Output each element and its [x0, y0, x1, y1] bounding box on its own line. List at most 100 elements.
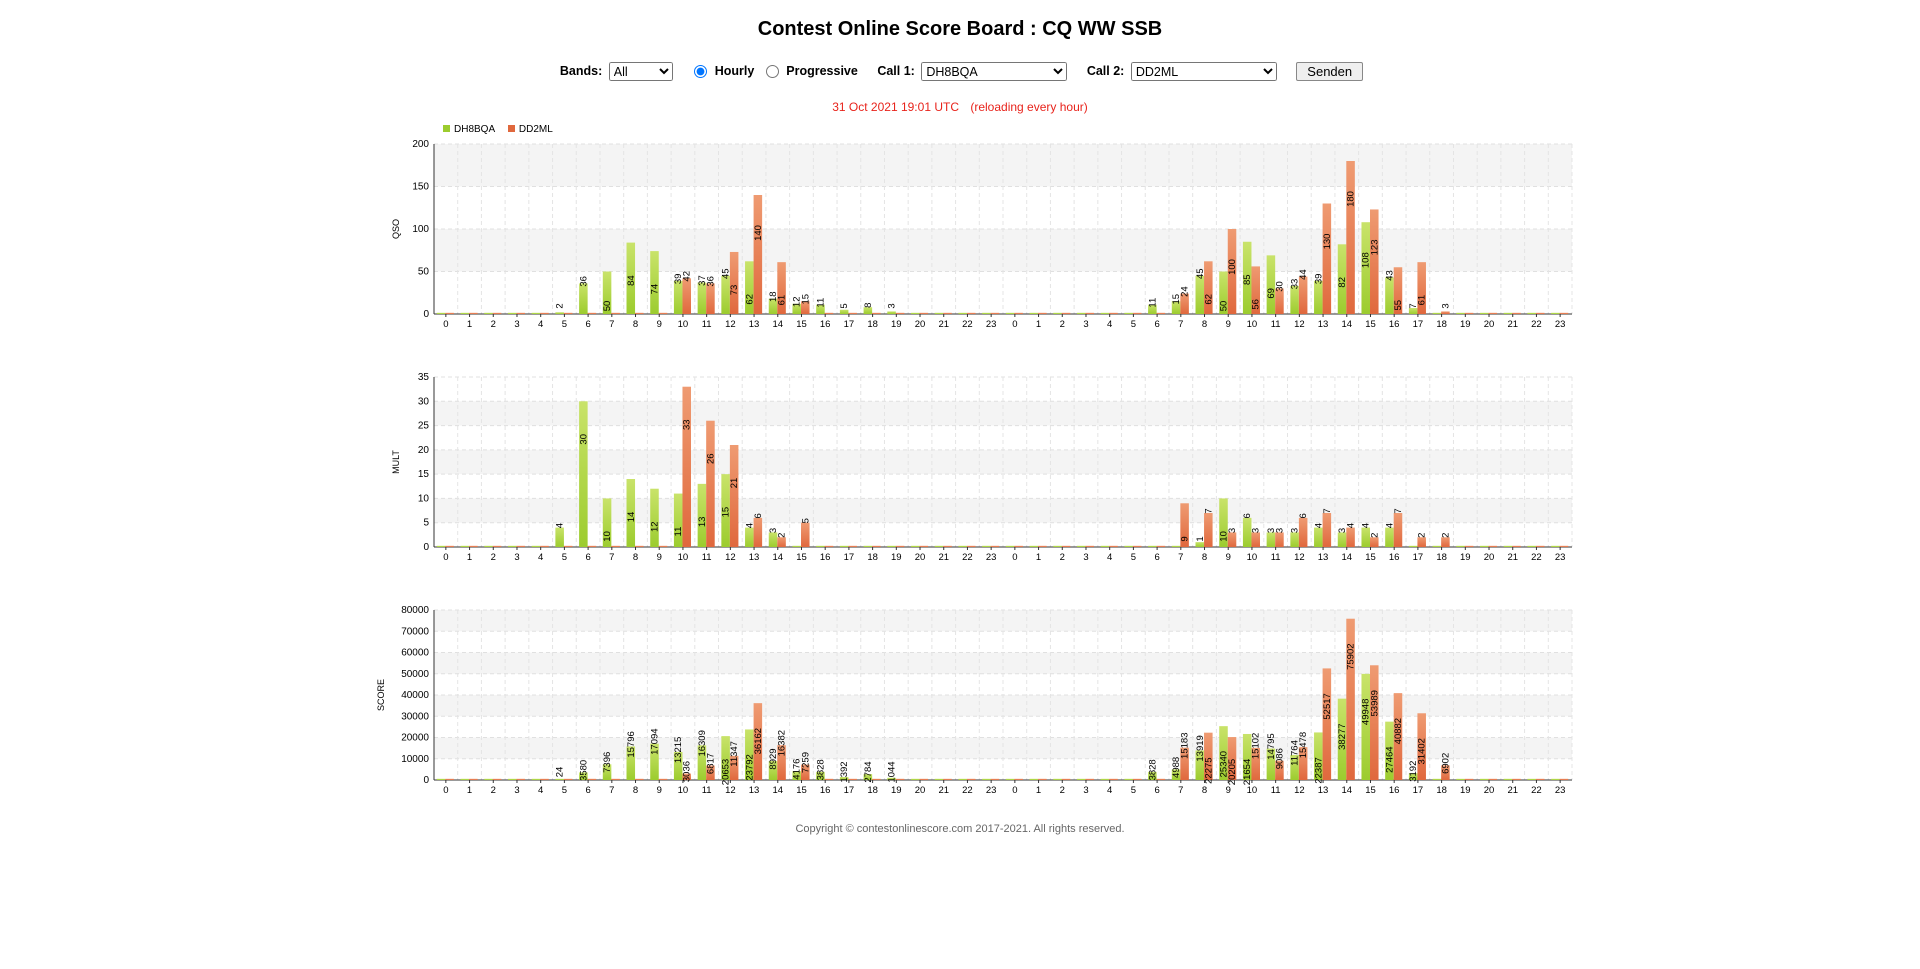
x-tick-label: 17 — [1413, 319, 1424, 330]
x-tick-label: 6 — [585, 319, 590, 330]
data-label: 15 — [721, 507, 732, 518]
bar-call1 — [934, 312, 944, 314]
x-tick-label: 13 — [1318, 785, 1329, 796]
data-label: 7 — [1203, 508, 1214, 513]
bar-call2 — [1370, 209, 1379, 314]
x-tick-label: 10 — [1247, 785, 1258, 796]
data-label: 7259 — [800, 752, 811, 773]
bar-call2 — [1061, 778, 1071, 780]
bar-call2 — [1393, 693, 1403, 780]
data-label: 18 — [768, 291, 779, 302]
chart-legend: DH8BQA DD2ML — [443, 124, 563, 135]
bar-call1 — [555, 527, 564, 547]
submit-button[interactable]: Senden — [1296, 62, 1364, 81]
bar-call2 — [1488, 545, 1498, 547]
data-label: 4 — [744, 523, 755, 528]
x-tick-label: 19 — [1460, 785, 1471, 796]
data-label: 1044 — [887, 761, 898, 782]
bar-call1 — [1456, 545, 1465, 547]
bar-call2 — [895, 545, 905, 547]
data-label: 16382 — [777, 730, 788, 756]
hourly-radio[interactable] — [694, 65, 708, 78]
bar-call2 — [753, 195, 763, 314]
bar-call1 — [626, 746, 636, 780]
bar-call2 — [990, 312, 1000, 314]
data-label: 42 — [682, 271, 693, 282]
x-tick-label: 11 — [702, 319, 712, 330]
bar-call1 — [460, 778, 470, 780]
bar-call2 — [682, 386, 691, 547]
bands-select[interactable]: All — [608, 62, 673, 81]
bar-call2 — [801, 522, 810, 547]
data-label: 4176 — [792, 759, 803, 780]
bar-call2 — [1464, 312, 1474, 314]
x-tick-label: 16 — [1389, 552, 1400, 563]
data-label: 56 — [1251, 299, 1262, 310]
bar-call2 — [1204, 513, 1213, 547]
x-tick-label: 18 — [1436, 785, 1447, 796]
x-tick-label: 19 — [891, 319, 902, 330]
bar-call2 — [587, 312, 597, 314]
x-tick-label: 7 — [609, 785, 614, 796]
x-tick-label: 22 — [1531, 785, 1542, 796]
bar-call1 — [1408, 545, 1418, 547]
bar-call1 — [460, 545, 470, 547]
x-tick-label: 10 — [678, 785, 689, 796]
bar-call1 — [982, 312, 991, 314]
call1-label: Call 1: — [877, 63, 915, 78]
bar-call2 — [1132, 778, 1142, 780]
call1-select[interactable]: DH8BQA — [921, 62, 1068, 81]
x-tick-label: 13 — [749, 552, 760, 563]
data-label: 85 — [1242, 274, 1253, 285]
x-tick-label: 13 — [749, 319, 760, 330]
bar-call1 — [626, 242, 636, 314]
bar-call1 — [1480, 778, 1489, 780]
x-tick-label: 1 — [1036, 552, 1041, 563]
data-label: 14795 — [1266, 733, 1277, 759]
bar-call2 — [1393, 267, 1403, 314]
bar-call2 — [563, 545, 573, 547]
data-label: 23792 — [744, 754, 755, 780]
data-label: 31402 — [1417, 738, 1428, 764]
x-tick-label: 21 — [938, 319, 949, 330]
data-label: 37 — [697, 275, 708, 286]
bar-call1 — [1385, 277, 1394, 314]
data-label: 1 — [1195, 536, 1206, 541]
bar-call1 — [934, 545, 944, 547]
data-label: 3 — [768, 528, 779, 533]
bar-call2 — [1417, 537, 1426, 547]
bar-call1 — [1314, 527, 1323, 547]
data-label: 50 — [602, 301, 613, 312]
data-label: 10 — [1218, 531, 1229, 542]
x-tick-label: 0 — [443, 552, 448, 563]
bar-call2 — [1085, 312, 1095, 314]
bar-call1 — [602, 498, 612, 547]
data-label: 61 — [777, 295, 788, 306]
data-label: 3 — [887, 303, 898, 308]
x-tick-label: 19 — [891, 552, 902, 563]
data-label: 9086 — [1274, 748, 1285, 769]
data-label: 12 — [649, 521, 660, 532]
x-tick-label: 15 — [1365, 319, 1376, 330]
call2-select[interactable]: DD2ML — [1130, 62, 1277, 81]
data-label: 6 — [1242, 513, 1253, 518]
data-label: 100 — [1227, 259, 1238, 275]
progressive-radio[interactable] — [765, 65, 779, 78]
bar-call1 — [1551, 312, 1560, 314]
data-label: 3192 — [1408, 761, 1419, 782]
bar-call2 — [1014, 778, 1023, 780]
y-tick-label: 30000 — [401, 711, 429, 722]
bar-call2 — [1512, 778, 1521, 780]
bar-call1 — [602, 764, 612, 780]
bar-call2 — [966, 545, 976, 547]
x-tick-label: 15 — [796, 319, 807, 330]
bar-call1 — [1408, 308, 1418, 314]
x-tick-label: 10 — [678, 319, 689, 330]
bar-call2 — [801, 764, 810, 780]
bar-call2 — [1322, 203, 1332, 314]
data-label: 6902 — [1440, 753, 1451, 774]
bar-call1 — [863, 545, 873, 547]
data-label: 55 — [1393, 300, 1404, 311]
x-tick-label: 9 — [1226, 552, 1231, 563]
